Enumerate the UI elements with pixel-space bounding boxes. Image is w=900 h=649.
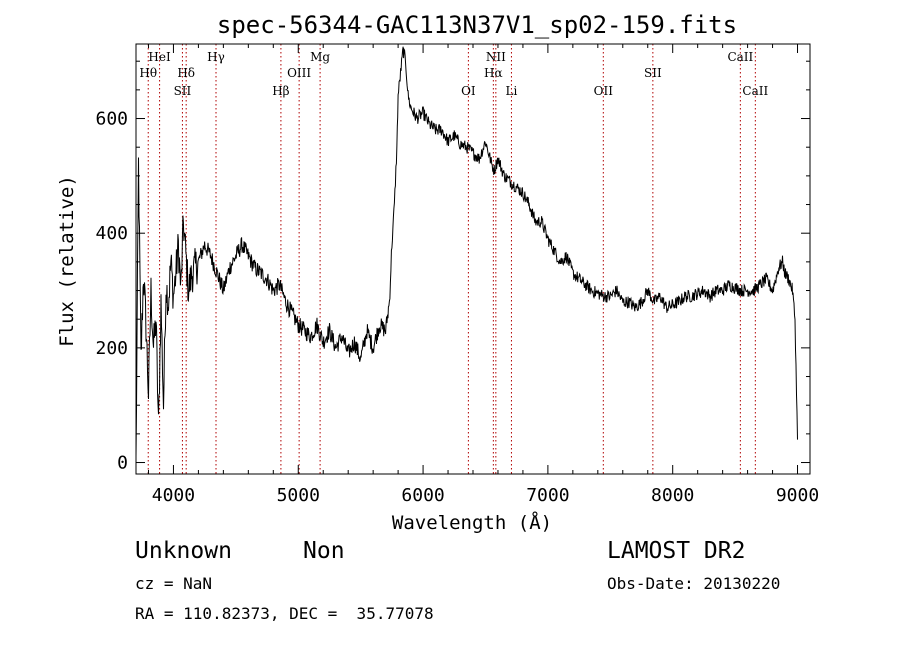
- y-axis-label: Flux (relative): [56, 175, 78, 347]
- spectral-line-label: Hδ: [177, 66, 195, 80]
- x-axis-label: Wavelength (Å): [392, 511, 552, 534]
- spectral-line-label: HeI: [148, 50, 171, 64]
- spectral-line-label: Hβ: [272, 84, 289, 98]
- x-tick-label: 4000: [152, 485, 195, 506]
- redshift-cz: cz = NaN: [135, 574, 213, 593]
- object-class: Unknown: [135, 538, 232, 564]
- y-tick-label: 400: [95, 223, 128, 244]
- y-tick-label: 0: [117, 453, 128, 474]
- spectral-line-label: Mg: [310, 50, 330, 64]
- survey-name: LAMOST DR2: [607, 538, 746, 564]
- series-layer: [135, 46, 798, 457]
- spectral-line-label: Hθ: [139, 66, 157, 80]
- spectral-line-label: OI: [461, 84, 476, 98]
- spectrum-series-line: [135, 46, 798, 457]
- spectral-line-label: Hα: [484, 66, 503, 80]
- object-subclass: Non: [303, 538, 345, 564]
- spectral-line-label: SII: [644, 66, 662, 80]
- observation-date: Obs-Date: 20130220: [607, 574, 781, 593]
- y-tick-label: 200: [95, 338, 128, 359]
- axis-ticks: 4000 5000 6000 7000 8000 9000 0 200 400 600: [95, 44, 819, 506]
- x-tick-label: 7000: [526, 485, 569, 506]
- x-tick-label: 6000: [401, 485, 444, 506]
- chart-title: spec-56344-GAC113N37V1_sp02-159.fits: [217, 11, 737, 39]
- spectral-line-label: OII: [594, 84, 614, 98]
- spectral-line-label: CaII: [742, 84, 768, 98]
- spectral-line-label: SII: [174, 84, 192, 98]
- spectral-line-label: Hγ: [207, 50, 225, 64]
- x-tick-label: 5000: [277, 485, 320, 506]
- x-tick-label: 9000: [776, 485, 819, 506]
- x-tick-label: 8000: [651, 485, 694, 506]
- spectral-line-label: Li: [506, 84, 518, 98]
- coordinates: RA = 110.82373, DEC = 35.77078: [135, 604, 434, 623]
- plot-frame: [135, 43, 811, 475]
- spectral-line-label: NII: [486, 50, 506, 64]
- spectral-line-label: CaII: [727, 50, 753, 64]
- spectral-line-label: OIII: [287, 66, 311, 80]
- y-tick-label: 600: [95, 109, 128, 130]
